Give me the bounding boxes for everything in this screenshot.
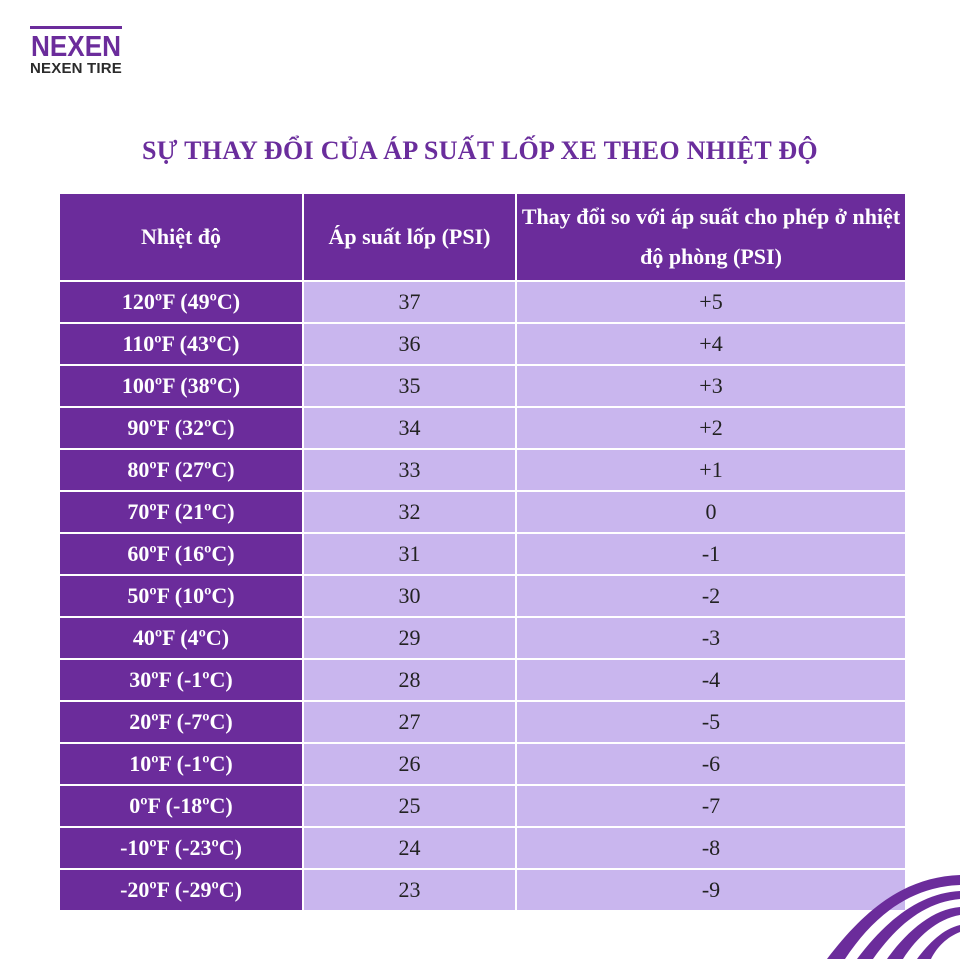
temperature-cell: 120ºF (49ºC) <box>58 280 304 324</box>
pressure-cell: 25 <box>302 784 517 828</box>
brand-logo: NEXEN NEXEN TIRE <box>30 26 130 77</box>
pressure-cell: 37 <box>302 280 517 324</box>
table-row: 120ºF (49ºC) 37 +5 <box>58 280 907 324</box>
pressure-cell: 34 <box>302 406 517 450</box>
pressure-cell: 28 <box>302 658 517 702</box>
change-cell: -5 <box>515 700 907 744</box>
change-cell: 0 <box>515 490 907 534</box>
brand-name: NEXEN TIRE <box>30 60 123 77</box>
pressure-cell: 36 <box>302 322 517 366</box>
change-cell: -3 <box>515 616 907 660</box>
table-row: -20ºF (-29ºC) 23 -9 <box>58 868 907 912</box>
temperature-cell: 90ºF (32ºC) <box>58 406 304 450</box>
change-cell: -6 <box>515 742 907 786</box>
table-header-row: Nhiệt độ Áp suất lốp (PSI) Thay đổi so v… <box>58 192 907 282</box>
pressure-cell: 27 <box>302 700 517 744</box>
header-pressure: Áp suất lốp (PSI) <box>302 192 517 282</box>
page-title: SỰ THAY ĐỔI CỦA ÁP SUẤT LỐP XE THEO NHIỆ… <box>142 136 818 165</box>
pressure-cell: 24 <box>302 826 517 870</box>
pressure-cell: 35 <box>302 364 517 408</box>
temperature-cell: 30ºF (-1ºC) <box>58 658 304 702</box>
table-row: -10ºF (-23ºC) 24 -8 <box>58 826 907 870</box>
nexen-logo-icon: NEXEN <box>30 26 122 58</box>
pressure-cell: 29 <box>302 616 517 660</box>
temperature-cell: 110ºF (43ºC) <box>58 322 304 366</box>
svg-text:NEXEN: NEXEN <box>31 31 121 58</box>
change-cell: -7 <box>515 784 907 828</box>
pressure-cell: 30 <box>302 574 517 618</box>
table-row: 50ºF (10ºC) 30 -2 <box>58 574 907 618</box>
pressure-table: Nhiệt độ Áp suất lốp (PSI) Thay đổi so v… <box>58 192 907 912</box>
table-row: 90ºF (32ºC) 34 +2 <box>58 406 907 450</box>
temperature-cell: -20ºF (-29ºC) <box>58 868 304 912</box>
change-cell: +1 <box>515 448 907 492</box>
change-cell: -8 <box>515 826 907 870</box>
change-cell: +3 <box>515 364 907 408</box>
table-row: 20ºF (-7ºC) 27 -5 <box>58 700 907 744</box>
table-row: 0ºF (-18ºC) 25 -7 <box>58 784 907 828</box>
table-row: 40ºF (4ºC) 29 -3 <box>58 616 907 660</box>
table-row: 80ºF (27ºC) 33 +1 <box>58 448 907 492</box>
change-cell: +2 <box>515 406 907 450</box>
road-stripes-decoration <box>827 875 960 959</box>
header-temperature: Nhiệt độ <box>58 192 304 282</box>
change-cell: +4 <box>515 322 907 366</box>
change-cell: -2 <box>515 574 907 618</box>
temperature-cell: -10ºF (-23ºC) <box>58 826 304 870</box>
change-cell: -4 <box>515 658 907 702</box>
temperature-cell: 100ºF (38ºC) <box>58 364 304 408</box>
header-change: Thay đổi so với áp suất cho phép ở nhiệt… <box>515 192 907 282</box>
temperature-cell: 50ºF (10ºC) <box>58 574 304 618</box>
temperature-cell: 0ºF (-18ºC) <box>58 784 304 828</box>
pressure-cell: 26 <box>302 742 517 786</box>
pressure-cell: 23 <box>302 868 517 912</box>
pressure-cell: 32 <box>302 490 517 534</box>
table-row: 70ºF (21ºC) 32 0 <box>58 490 907 534</box>
pressure-cell: 33 <box>302 448 517 492</box>
change-cell: -9 <box>515 868 907 912</box>
table-row: 100ºF (38ºC) 35 +3 <box>58 364 907 408</box>
change-cell: -1 <box>515 532 907 576</box>
change-cell: +5 <box>515 280 907 324</box>
table-row: 60ºF (16ºC) 31 -1 <box>58 532 907 576</box>
pressure-cell: 31 <box>302 532 517 576</box>
table-row: 30ºF (-1ºC) 28 -4 <box>58 658 907 702</box>
table-row: 10ºF (-1ºC) 26 -6 <box>58 742 907 786</box>
temperature-cell: 20ºF (-7ºC) <box>58 700 304 744</box>
temperature-cell: 10ºF (-1ºC) <box>58 742 304 786</box>
temperature-cell: 40ºF (4ºC) <box>58 616 304 660</box>
temperature-cell: 70ºF (21ºC) <box>58 490 304 534</box>
temperature-cell: 60ºF (16ºC) <box>58 532 304 576</box>
table-row: 110ºF (43ºC) 36 +4 <box>58 322 907 366</box>
temperature-cell: 80ºF (27ºC) <box>58 448 304 492</box>
